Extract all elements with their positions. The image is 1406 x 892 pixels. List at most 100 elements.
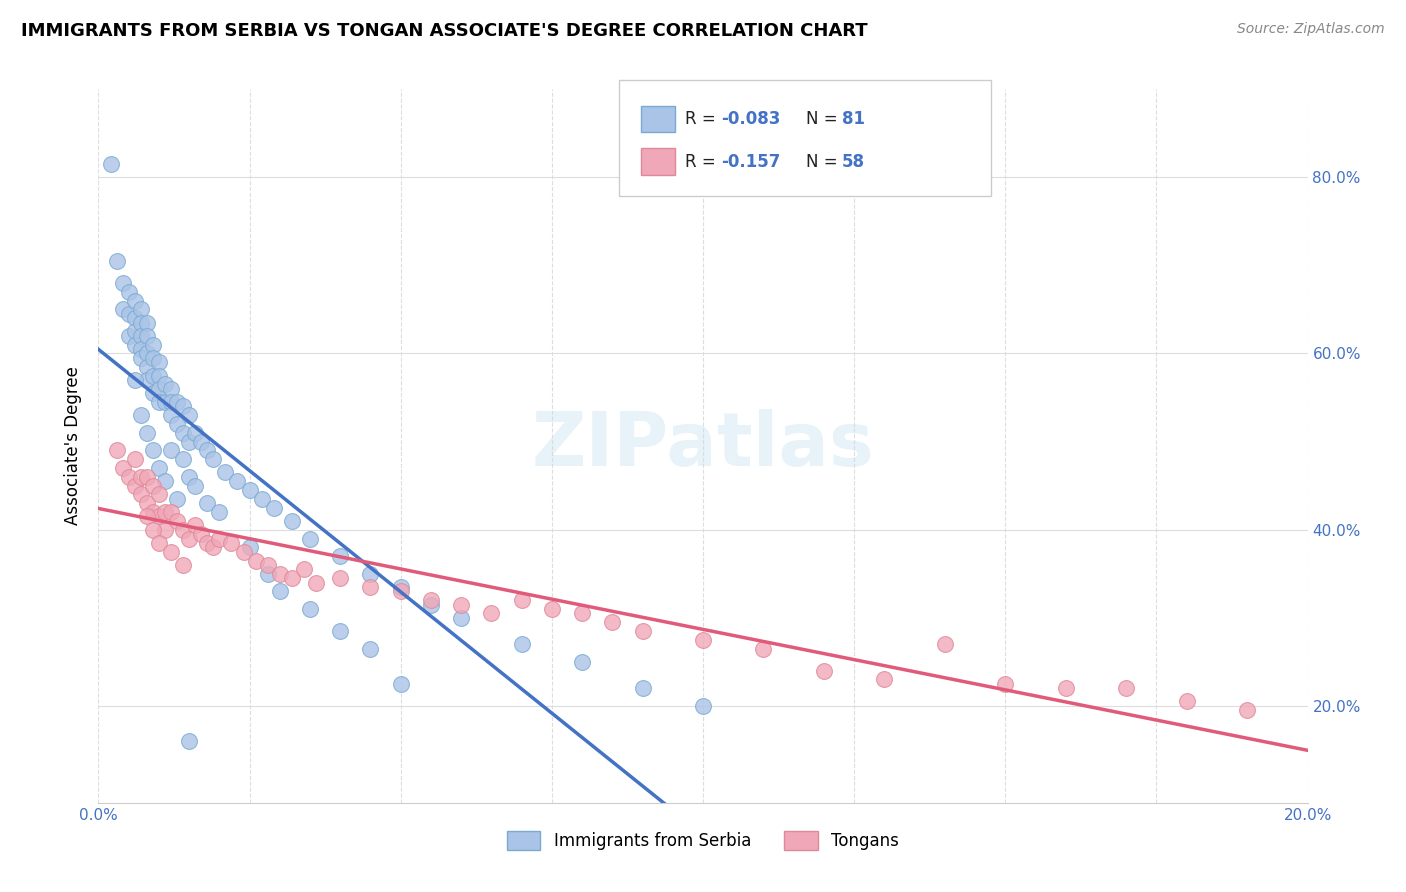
Point [135,470,157,484]
Point [118,307,141,321]
Point [1175,694,1198,708]
Point [160,443,183,458]
Point [202,541,225,555]
Point [1054,681,1077,696]
Point [135,316,157,330]
Point [153,475,176,489]
Point [179,532,201,546]
Point [631,624,654,638]
Point [256,558,278,572]
Point [153,377,176,392]
Point [692,698,714,713]
Point [269,566,291,581]
Point [360,566,382,581]
Point [250,491,273,506]
Point [160,382,183,396]
Point [148,382,170,396]
Point [105,443,128,458]
Point [221,536,243,550]
Point [148,487,170,501]
Point [142,351,165,365]
Point [153,505,176,519]
Point [208,532,231,546]
Point [190,527,212,541]
Text: 81: 81 [842,110,865,128]
Point [292,562,315,576]
Point [166,514,188,528]
Point [540,602,562,616]
Y-axis label: Associate's Degree: Associate's Degree [65,367,83,525]
Point [263,500,285,515]
Point [148,395,170,409]
Point [124,478,146,492]
Point [602,615,624,630]
Point [129,302,152,317]
Point [281,514,304,528]
Point [389,580,412,594]
Point [481,607,503,621]
Point [510,593,533,607]
Point [111,302,134,317]
Point [153,395,176,409]
Point [124,293,146,308]
Point [166,417,188,431]
Point [153,523,176,537]
Point [329,571,352,585]
Point [184,518,207,533]
Text: R =: R = [685,110,721,128]
Point [129,487,152,501]
Point [873,673,896,687]
Point [135,346,157,360]
Point [232,545,254,559]
Point [100,157,122,171]
Point [510,637,533,651]
Text: Source: ZipAtlas.com: Source: ZipAtlas.com [1237,22,1385,37]
Point [994,677,1017,691]
Text: N =: N = [806,153,842,170]
Point [142,443,165,458]
Point [571,607,593,621]
Point [142,337,165,351]
Point [118,470,141,484]
Point [269,584,291,599]
Point [142,523,165,537]
Point [329,549,352,563]
Point [135,329,157,343]
Point [256,566,278,581]
Point [135,359,157,374]
Point [142,478,165,492]
Point [118,285,141,299]
Point [142,505,165,519]
Point [934,637,956,651]
Point [1236,703,1258,717]
Point [172,400,194,414]
Point [420,593,443,607]
Point [124,337,146,351]
Point [160,395,183,409]
Point [299,532,322,546]
Point [124,325,146,339]
Point [129,316,152,330]
Text: IMMIGRANTS FROM SERBIA VS TONGAN ASSOCIATE'S DEGREE CORRELATION CHART: IMMIGRANTS FROM SERBIA VS TONGAN ASSOCIA… [21,22,868,40]
Text: N =: N = [806,110,842,128]
Point [118,329,141,343]
Point [129,342,152,356]
Point [450,598,472,612]
Text: 58: 58 [842,153,865,170]
Point [571,655,593,669]
Point [190,434,212,449]
Point [1115,681,1137,696]
Point [195,443,218,458]
Legend: Immigrants from Serbia, Tongans: Immigrants from Serbia, Tongans [499,822,907,859]
Point [360,641,382,656]
Point [148,536,170,550]
Point [631,681,654,696]
Point [245,553,267,567]
Point [813,664,835,678]
Text: ZIPatlas: ZIPatlas [531,409,875,483]
Point [195,496,218,510]
Point [179,434,201,449]
Point [105,254,128,268]
Point [135,496,157,510]
Point [226,475,249,489]
